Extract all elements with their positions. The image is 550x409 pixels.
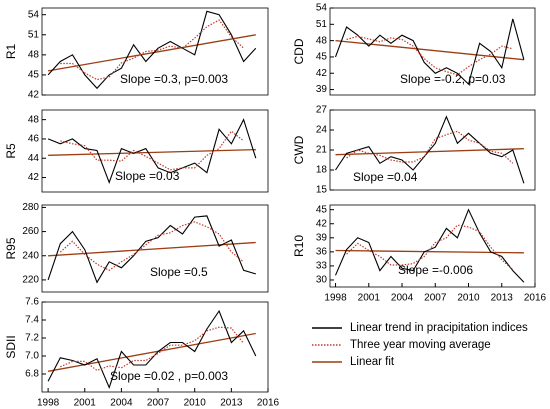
fit-line [335,39,524,61]
y-tick-label: 46 [28,134,40,145]
index-line [47,118,257,184]
moving-average-line [346,130,514,164]
y-tick-label: 39 [316,232,328,243]
x-tick-label: 2013 [491,293,514,304]
y-axis-label: R95 [4,237,18,259]
x-tick-label: 2004 [391,293,414,304]
y-tick-label: 7.4 [25,315,39,326]
panel: 39 42 45 48 51 54 CDD Slope =-0.2, p=0.03 [292,3,536,96]
y-tick-label: 42 [28,90,40,101]
y-tick-label: 240 [22,250,39,261]
y-tick-label: 48 [316,35,328,46]
y-tick-label: 7.6 [25,297,39,308]
y-axis-label: R10 [292,235,306,257]
y-tick-label: 220 [22,275,39,286]
y-tick-label: 260 [22,226,39,237]
x-tick-label: 2010 [457,293,480,304]
legend-label: Three year moving average [350,339,491,351]
y-tick-label: 51 [316,19,328,30]
y-tick-label: 7.2 [25,333,39,344]
index-line [47,309,257,390]
y-tick-label: 39 [316,84,328,95]
y-tick-label: 280 [22,202,39,213]
index-line [47,215,256,284]
annotation: Slope =0.3, p=0.003 [120,72,228,86]
y-tick-label: 48 [28,114,40,125]
plot-frame [41,109,269,193]
x-tick-label: 1998 [324,293,347,304]
plot-frame [329,204,536,288]
annotation: Slope =-0.006 [398,263,473,277]
plot-frame [329,7,536,96]
plot-frame [41,301,269,393]
y-tick-label: 42 [316,68,328,79]
fit-line [335,148,524,156]
x-tick-label: 2004 [110,398,133,409]
panel: 15 18 21 24 27 CWD Slope =0.04 [292,105,536,196]
y-tick-label: 36 [316,246,328,257]
y-tick-label: 33 [316,261,328,272]
moving-average-line [60,326,245,372]
legend-label: Linear trend in pracipitation indices [350,322,528,334]
annotation: Slope =0.04 [353,170,418,184]
panel: 42 44 46 48 R5 Slope =0.03 [4,109,269,193]
x-tick-label: 2013 [220,398,243,409]
y-tick-label: 54 [28,9,40,20]
x-tick-label: 2016 [257,398,280,409]
y-tick-label: 45 [316,204,328,215]
fit-line [47,34,256,72]
legend-label: Linear fit [350,356,395,368]
moving-average-line [346,35,513,76]
fit-line [47,332,256,372]
y-tick-label: 44 [28,153,40,164]
x-tick-label: 2007 [147,398,170,409]
y-tick-label: 42 [28,172,40,183]
y-tick-label: 45 [28,70,40,81]
plot-frame [41,204,269,293]
panel: 220 240 260 280 R95 Slope =0.5 [4,202,269,293]
moving-average-line [60,19,245,81]
panel: 30 33 36 39 42 45 1998 2001 2004 2007 2010 2013 2016… [292,204,546,303]
y-tick-label: 21 [316,145,328,156]
x-tick-label: 1998 [37,398,60,409]
x-tick-label: 2001 [74,398,97,409]
y-tick-label: 45 [316,52,328,63]
y-tick-label: 18 [316,165,328,176]
y-tick-label: 27 [316,105,328,116]
y-axis-label: SDII [4,335,18,358]
y-axis-label: R5 [4,143,18,159]
moving-average-line [60,130,244,171]
index-line [335,115,525,184]
y-tick-label: 48 [28,49,40,60]
index-line [334,18,525,86]
y-tick-label: 54 [316,3,328,14]
panel: 42 45 48 51 54 R1 Slope =0.3, p=0.003 [4,7,269,101]
y-tick-label: 30 [316,275,328,286]
moving-average-line [346,224,514,271]
y-tick-label: 6.8 [25,369,39,380]
y-tick-label: 15 [316,185,328,196]
y-axis-label: CDD [292,38,306,64]
fit-line [48,148,256,156]
annotation: Slope =0.03 [115,169,180,183]
y-axis-label: CWD [292,135,306,164]
y-tick-label: 42 [316,218,328,229]
y-tick-label: 7.0 [25,351,39,362]
plot-frame [41,7,269,96]
x-tick-label: 2016 [524,293,547,304]
x-tick-label: 2007 [424,293,447,304]
annotation: Slope =0.5 [150,265,208,279]
annotation: Slope =-0.2, p=0.03 [400,72,506,86]
x-tick-label: 2010 [184,398,207,409]
x-tick-label: 2001 [358,293,381,304]
fit-line [48,241,256,257]
y-tick-label: 51 [28,29,40,40]
panel: 6.8 7.0 7.2 7.4 7.6 1998 2001 2004 2007 2010 2013 2… [4,297,279,409]
y-tick-label: 24 [316,125,328,136]
moving-average-line [59,221,244,271]
annotation: Slope =0.02 , p=0.003 [110,369,228,383]
y-axis-label: R1 [4,44,18,60]
